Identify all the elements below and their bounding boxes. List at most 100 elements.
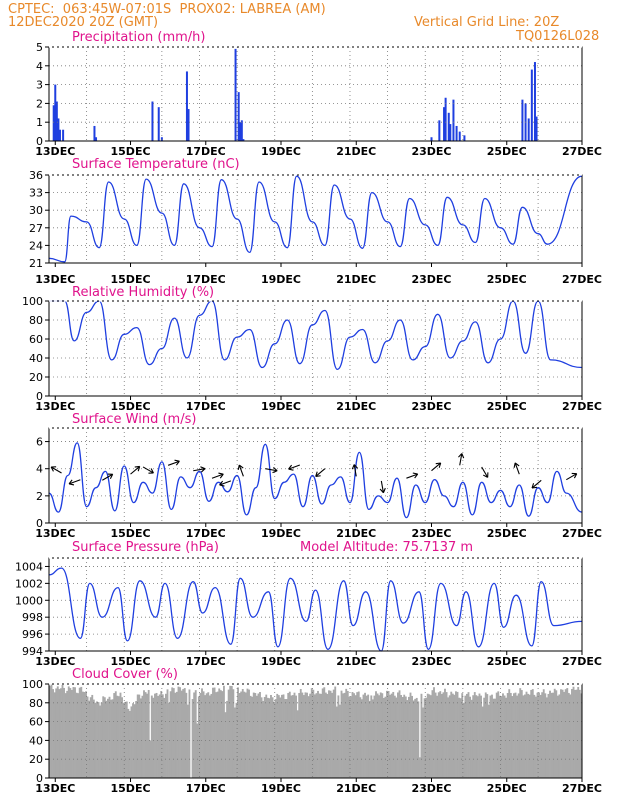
pres-frame — [48, 557, 583, 652]
cloud-bar — [448, 695, 451, 778]
cloud-bar — [473, 692, 476, 778]
cloud-bar — [464, 695, 467, 778]
cloud-bar — [252, 692, 255, 778]
cloud-bar — [531, 689, 534, 778]
cloud-bar — [522, 695, 525, 778]
cloud-bar — [215, 692, 218, 778]
cloud-bar — [365, 695, 368, 778]
cloud-xtick: 19DEC — [261, 782, 301, 795]
cloud-bar — [494, 698, 497, 778]
cloud-bar — [578, 689, 581, 778]
cloud-bar — [343, 692, 346, 778]
precip-bar — [458, 131, 461, 141]
cloud-bar — [77, 693, 80, 778]
temp-xtick: 21DEC — [336, 273, 376, 286]
cloud-bar — [188, 689, 191, 778]
cloud-bar — [508, 689, 511, 778]
temp-ytick: 24 — [29, 239, 43, 252]
cloud-bar — [331, 692, 334, 778]
rh-panel: Relative Humidity (%) 0 20 40 60 80 100 13DEC 15… — [22, 285, 602, 413]
cloud-bar — [517, 693, 520, 778]
cloud-bar — [415, 697, 418, 778]
cloud-bar — [437, 692, 440, 778]
precip-bar — [452, 99, 455, 141]
temp-series-line — [48, 175, 583, 263]
rh-xtick: 19DEC — [261, 400, 301, 413]
cloud-bar — [295, 695, 297, 778]
cloud-bar — [246, 688, 249, 778]
cloud-bar — [155, 692, 158, 778]
cloud-bar — [183, 688, 186, 778]
cloud-bar — [165, 693, 167, 778]
cloud-bar — [53, 692, 56, 778]
cloud-bar — [379, 692, 382, 778]
precip-xtick: 25DEC — [487, 145, 527, 158]
cloud-bar — [390, 693, 393, 778]
precip-bar — [55, 101, 58, 141]
cloud-bar — [470, 699, 473, 778]
pres-ytick: 998 — [22, 611, 43, 624]
rh-title: Relative Humidity (%) — [72, 285, 214, 300]
precip-xtick: 13DEC — [35, 145, 75, 158]
cloud-bar — [445, 692, 448, 778]
cloud-bar — [81, 691, 84, 778]
precip-bar — [62, 129, 65, 141]
cloud-bar — [409, 692, 412, 778]
wind-arrow — [193, 466, 206, 473]
temp-xtick: 15DEC — [111, 273, 151, 286]
cloud-bar — [513, 693, 515, 778]
cloud-bar — [249, 695, 252, 778]
rh-ytick: 0 — [36, 390, 43, 403]
cloud-bar — [163, 697, 166, 778]
cloud-bar — [439, 691, 442, 778]
cloud-bar — [312, 689, 315, 778]
precip-bar — [151, 101, 154, 141]
cloud-bar — [108, 696, 111, 778]
cloud-bar — [85, 691, 87, 778]
wind-arrow — [458, 453, 465, 466]
cloud-bar — [58, 689, 61, 778]
cloud-bar — [186, 704, 189, 778]
cloud-bar — [59, 688, 62, 778]
cloud-bar — [304, 692, 307, 778]
cloud-bar — [425, 697, 428, 778]
precip-bar — [530, 69, 533, 141]
cloud-bar — [362, 694, 365, 778]
cloud-bar — [364, 692, 366, 778]
cloud-bar — [88, 700, 91, 778]
rh-series-line — [48, 300, 583, 371]
temp-xtick: 19DEC — [261, 273, 301, 286]
cloud-bar — [461, 693, 464, 778]
cloud-bar — [201, 688, 203, 778]
cloud-bar — [552, 692, 555, 778]
cloud-bar — [96, 701, 98, 778]
cloud-bar — [191, 699, 194, 778]
cloud-bar — [136, 694, 139, 778]
cloud-bar — [70, 689, 73, 778]
precip-bar — [57, 118, 60, 141]
cloud-bar — [442, 692, 445, 778]
cloud-bar — [401, 697, 404, 778]
cloud-bar — [323, 687, 326, 778]
cloud-bar — [277, 695, 280, 778]
rh-ytick: 100 — [22, 295, 43, 308]
cloud-bar — [212, 687, 214, 778]
wind-arrow — [265, 466, 278, 474]
precip-bar — [527, 118, 530, 141]
cloud-bar — [371, 699, 374, 778]
cloud-ytick: 40 — [29, 734, 43, 747]
cloud-bar — [434, 692, 437, 778]
cloud-bar — [321, 688, 324, 778]
precip-bar — [234, 48, 237, 141]
cloud-bar — [455, 691, 457, 778]
precip-ytick: 3 — [36, 79, 43, 92]
rh-xtick: 25DEC — [487, 400, 527, 413]
wind-arrow — [315, 468, 326, 477]
header-grid-note: Vertical Grid Line: 20Z — [414, 15, 560, 30]
cloud-bar — [238, 693, 241, 778]
precip-bar — [239, 122, 242, 141]
cloud-bar — [577, 686, 580, 778]
cloud-bar — [575, 689, 578, 778]
cloud-bar — [422, 707, 424, 778]
wind-arrow — [406, 472, 419, 479]
